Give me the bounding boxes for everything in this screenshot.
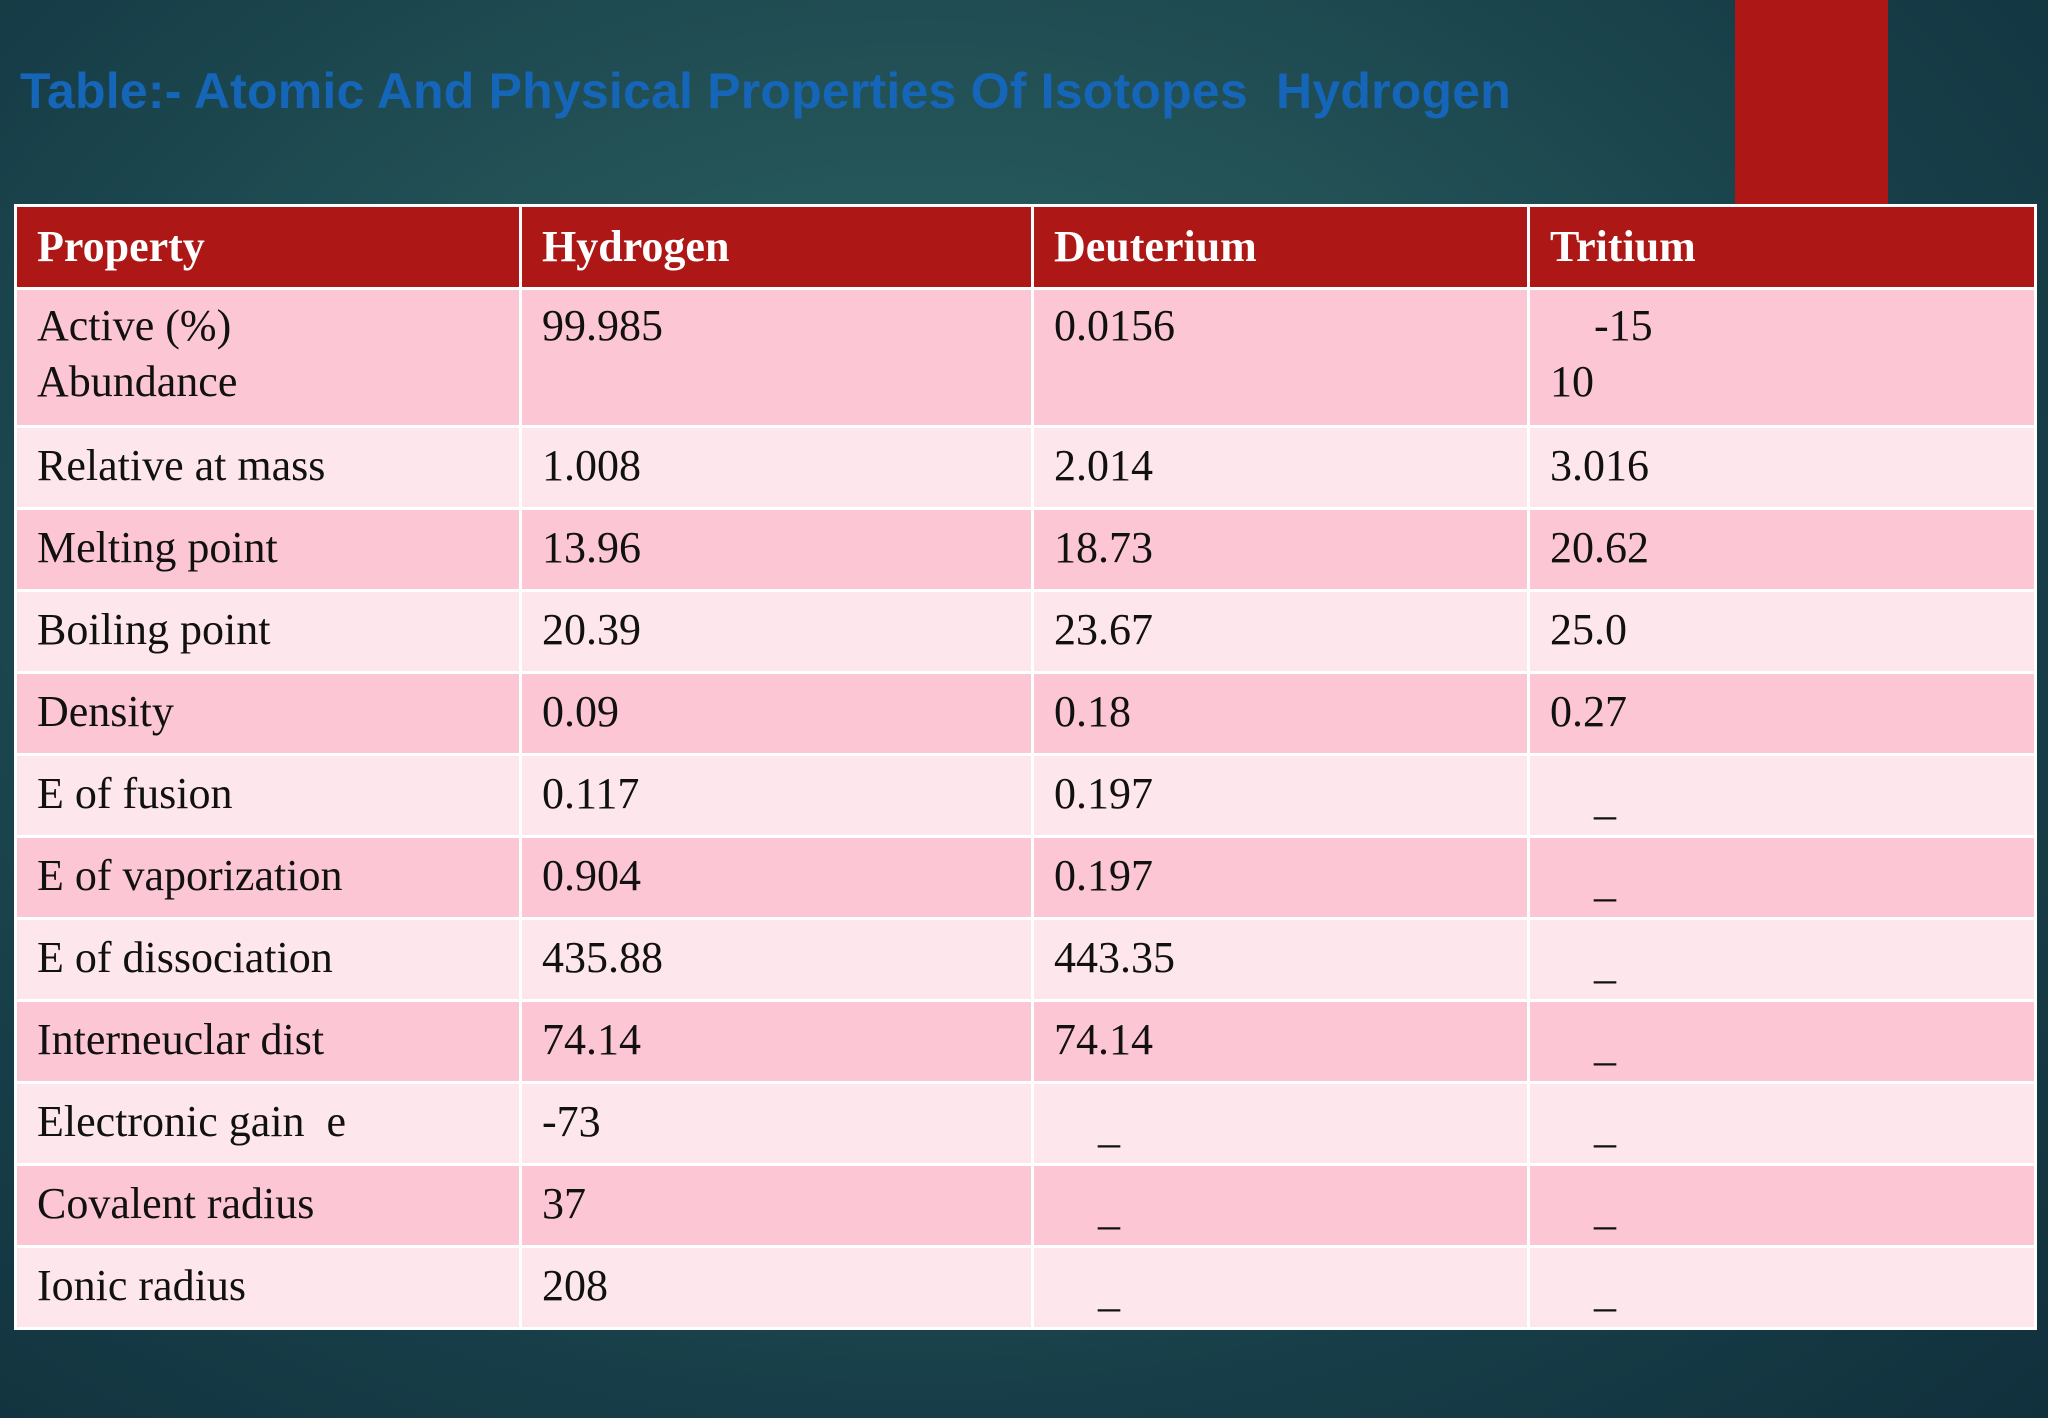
table-row: Ionic radius 208 _ _ — [14, 1245, 2037, 1330]
deuterium-cell: _ — [1031, 1081, 1530, 1166]
property-cell: Density — [14, 671, 522, 756]
tritium-cell: _ — [1527, 835, 2037, 920]
deuterium-cell: 0.197 — [1031, 835, 1530, 920]
hydrogen-cell: 0.09 — [519, 671, 1034, 756]
empty-dash: _ — [1098, 1267, 1120, 1316]
hydrogen-cell: 1.008 — [519, 425, 1034, 510]
property-cell: Boiling point — [14, 589, 522, 674]
table-row: Active (%) Abundance 99.985 0.0156 -15 1… — [14, 287, 2037, 428]
deuterium-cell: 0.0156 — [1031, 287, 1530, 428]
header-hydrogen: Hydrogen — [519, 204, 1034, 290]
hydrogen-cell: 37 — [519, 1163, 1034, 1248]
header-tritium: Tritium — [1527, 204, 2037, 290]
empty-dash: _ — [1594, 1021, 1616, 1070]
property-cell: E of dissociation — [14, 917, 522, 1002]
table-row: Melting point 13.96 18.73 20.62 — [14, 507, 2037, 592]
deuterium-cell: _ — [1031, 1163, 1530, 1248]
table-row: E of vaporization 0.904 0.197 _ — [14, 835, 2037, 920]
properties-table-container: Property Hydrogen Deuterium Tritium Acti… — [14, 204, 2037, 1330]
table-row: Interneuclar dist 74.14 74.14 _ — [14, 999, 2037, 1084]
empty-dash: _ — [1594, 1103, 1616, 1152]
property-cell: E of vaporization — [14, 835, 522, 920]
property-line: Abundance — [37, 357, 238, 406]
table-row: Density 0.09 0.18 0.27 — [14, 671, 2037, 756]
empty-dash: _ — [1098, 1103, 1120, 1152]
tritium-cell: 3.016 — [1527, 425, 2037, 510]
empty-dash: _ — [1594, 939, 1616, 988]
deuterium-cell: _ — [1031, 1245, 1530, 1330]
property-cell: Electronic gain e — [14, 1081, 522, 1166]
property-cell: Interneuclar dist — [14, 999, 522, 1084]
property-line: Active (%) — [37, 301, 232, 350]
table-row: Relative at mass 1.008 2.014 3.016 — [14, 425, 2037, 510]
property-cell: E of fusion — [14, 753, 522, 838]
tritium-cell: _ — [1527, 1245, 2037, 1330]
hydrogen-cell: 74.14 — [519, 999, 1034, 1084]
tritium-cell: -15 10 — [1527, 287, 2037, 428]
table-row: E of fusion 0.117 0.197 _ — [14, 753, 2037, 838]
empty-dash: _ — [1594, 1185, 1616, 1234]
property-cell: Relative at mass — [14, 425, 522, 510]
deuterium-cell: 2.014 — [1031, 425, 1530, 510]
table-row: Electronic gain e -73 _ _ — [14, 1081, 2037, 1166]
deuterium-cell: 18.73 — [1031, 507, 1530, 592]
tritium-cell: 20.62 — [1527, 507, 2037, 592]
property-cell: Active (%) Abundance — [14, 287, 522, 428]
tritium-cell: _ — [1527, 917, 2037, 1002]
accent-bar — [1735, 0, 1888, 204]
properties-table: Property Hydrogen Deuterium Tritium Acti… — [14, 204, 2037, 1330]
hydrogen-cell: 0.904 — [519, 835, 1034, 920]
tritium-cell: 25.0 — [1527, 589, 2037, 674]
hydrogen-cell: 435.88 — [519, 917, 1034, 1002]
table-row: Boiling point 20.39 23.67 25.0 — [14, 589, 2037, 674]
empty-dash: _ — [1594, 775, 1616, 824]
tritium-cell: 0.27 — [1527, 671, 2037, 756]
hydrogen-cell: 99.985 — [519, 287, 1034, 428]
hydrogen-cell: 13.96 — [519, 507, 1034, 592]
property-cell: Ionic radius — [14, 1245, 522, 1330]
base: 10 — [1550, 357, 1594, 406]
slide-title: Table:- Atomic And Physical Properties O… — [20, 63, 1511, 119]
deuterium-cell: 23.67 — [1031, 589, 1530, 674]
header-property: Property — [14, 204, 522, 290]
tritium-cell: _ — [1527, 999, 2037, 1084]
exponent: -15 — [1594, 301, 1653, 350]
property-cell: Melting point — [14, 507, 522, 592]
deuterium-cell: 0.18 — [1031, 671, 1530, 756]
table-header-row: Property Hydrogen Deuterium Tritium — [14, 204, 2037, 290]
hydrogen-cell: 208 — [519, 1245, 1034, 1330]
deuterium-cell: 0.197 — [1031, 753, 1530, 838]
hydrogen-cell: 20.39 — [519, 589, 1034, 674]
table-row: E of dissociation 435.88 443.35 _ — [14, 917, 2037, 1002]
deuterium-cell: 443.35 — [1031, 917, 1530, 1002]
tritium-cell: _ — [1527, 1163, 2037, 1248]
tritium-cell: _ — [1527, 753, 2037, 838]
empty-dash: _ — [1594, 857, 1616, 906]
tritium-cell: _ — [1527, 1081, 2037, 1166]
empty-dash: _ — [1098, 1185, 1120, 1234]
table-row: Covalent radius 37 _ _ — [14, 1163, 2037, 1248]
property-cell: Covalent radius — [14, 1163, 522, 1248]
empty-dash: _ — [1594, 1267, 1616, 1316]
hydrogen-cell: 0.117 — [519, 753, 1034, 838]
hydrogen-cell: -73 — [519, 1081, 1034, 1166]
header-deuterium: Deuterium — [1031, 204, 1530, 290]
deuterium-cell: 74.14 — [1031, 999, 1530, 1084]
